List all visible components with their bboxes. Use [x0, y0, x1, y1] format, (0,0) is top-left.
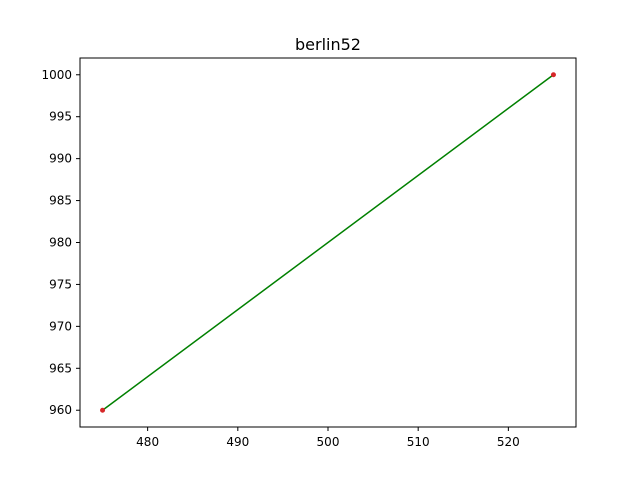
y-tick-label-1000: 1000: [41, 68, 72, 82]
plot-frame: [79, 57, 577, 428]
y-tick-label-980: 980: [49, 236, 72, 250]
y-tick-label-970: 970: [49, 319, 72, 333]
chart-title: berlin52: [295, 35, 361, 54]
y-tick-label-985: 985: [49, 194, 72, 208]
data-point-0: [100, 407, 106, 413]
x-tick-label-500: 500: [317, 435, 340, 449]
x-tick-label-510: 510: [407, 435, 430, 449]
x-tick-label-490: 490: [226, 435, 249, 449]
x-tick-label-520: 520: [497, 435, 520, 449]
x-tick-label-480: 480: [136, 435, 159, 449]
series-line-0: [102, 74, 554, 411]
plot-area: 480 490 500 510 520 960 965 970 975 980 985 990 995 1…: [41, 68, 556, 449]
y-tick-label-995: 995: [49, 110, 72, 124]
y-tick-label-960: 960: [49, 403, 72, 417]
data-point-1: [550, 72, 556, 78]
y-tick-label-975: 975: [49, 277, 72, 291]
y-tick-label-990: 990: [49, 152, 72, 166]
y-tick-label-965: 965: [49, 361, 72, 375]
